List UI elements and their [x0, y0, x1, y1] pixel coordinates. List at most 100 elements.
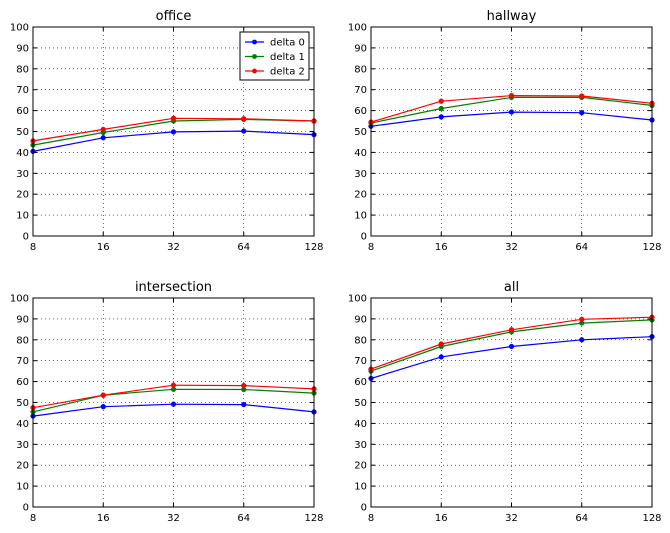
y-tick-label: 80: [354, 335, 367, 346]
data-point: [438, 354, 444, 360]
subplot-title: office: [156, 9, 192, 24]
data-point: [579, 110, 585, 116]
x-tick-label: 128: [642, 242, 661, 253]
y-tick-label: 40: [16, 419, 29, 430]
legend-label: delta 2: [270, 67, 305, 78]
y-tick-label: 0: [361, 232, 367, 243]
data-point: [579, 316, 585, 322]
y-tick-label: 0: [23, 232, 29, 243]
data-point: [170, 129, 177, 135]
data-point: [438, 105, 444, 112]
x-tick-label: 64: [237, 242, 250, 253]
y-tick-label: 50: [354, 127, 367, 138]
x-tick-label: 8: [368, 513, 374, 524]
legend: delta 0 delta 1 delta 2: [239, 31, 310, 81]
subplot-title: intersection: [135, 280, 212, 295]
data-point: [241, 401, 247, 408]
y-tick-label: 40: [354, 419, 367, 430]
y-tick-label: 10: [354, 482, 367, 493]
x-tick-label: 8: [30, 242, 36, 253]
subplot-all: 0 10 20 30 40 50 60 70 80 90 100 8 16 32 64 128 all: [348, 280, 662, 524]
subplot-title: hallway: [487, 9, 537, 24]
x-tick-label: 128: [642, 513, 661, 524]
y-tick-label: 0: [23, 503, 29, 514]
subplot-hallway: 0 10 20 30 40 50 60 70 80 90 100 8 16 32 64 128 hallway: [348, 9, 662, 253]
legend-marker: [252, 39, 257, 45]
y-tick-label: 70: [16, 356, 29, 367]
x-tick-label: 32: [167, 513, 180, 524]
data-point: [508, 343, 515, 350]
x-tick-label: 8: [368, 242, 374, 253]
y-tick-label: 90: [16, 314, 29, 325]
y-tick-label: 40: [16, 148, 29, 159]
legend-label: delta 1: [270, 52, 305, 63]
data-point: [100, 392, 106, 398]
data-point: [438, 341, 444, 347]
y-tick-label: 30: [16, 169, 29, 180]
data-point: [579, 337, 585, 343]
x-tick-label: 64: [237, 513, 250, 524]
x-tick-label: 32: [505, 513, 518, 524]
legend-marker: [252, 54, 257, 59]
data-point: [508, 327, 515, 333]
y-tick-label: 80: [354, 64, 367, 75]
x-tick-label: 32: [167, 242, 180, 253]
y-tick-label: 10: [354, 211, 367, 222]
x-tick-label: 16: [97, 513, 110, 524]
data-point: [508, 109, 515, 115]
x-tick-label: 64: [575, 242, 588, 253]
y-tick-label: 20: [354, 190, 367, 201]
data-point: [170, 382, 177, 388]
x-tick-label: 8: [30, 513, 36, 524]
y-tick-label: 60: [16, 106, 29, 117]
y-tick-label: 60: [354, 106, 367, 117]
y-tick-label: 10: [16, 211, 29, 222]
x-tick-label: 16: [435, 242, 448, 253]
y-tick-label: 100: [10, 23, 29, 34]
y-tick-label: 30: [354, 169, 367, 180]
y-tick-label: 70: [354, 356, 367, 367]
y-tick-label: 20: [16, 461, 29, 472]
x-tick-label: 128: [304, 513, 323, 524]
legend-label: delta 0: [270, 38, 305, 49]
data-point: [241, 382, 247, 389]
x-tick-label: 64: [575, 513, 588, 524]
x-tick-label: 16: [435, 513, 448, 524]
subplot-intersection: 0 10 20 30 40 50 60 70 80 90 100 8 16 32 64 128 intersec…: [10, 280, 324, 524]
y-tick-label: 100: [10, 294, 29, 305]
x-tick-label: 32: [505, 242, 518, 253]
subplot-title: all: [504, 280, 519, 295]
data-point: [241, 128, 247, 134]
data-point: [438, 98, 444, 104]
data-point: [579, 93, 585, 99]
y-tick-label: 80: [16, 64, 29, 75]
y-tick-label: 0: [361, 503, 367, 514]
y-tick-label: 10: [16, 482, 29, 493]
y-tick-label: 30: [16, 440, 29, 451]
y-tick-label: 50: [354, 398, 367, 409]
series-line-delta-2: [370, 316, 653, 370]
y-tick-label: 70: [354, 85, 367, 96]
y-tick-label: 50: [16, 127, 29, 138]
data-point: [241, 116, 247, 122]
y-tick-label: 90: [354, 43, 367, 54]
y-tick-label: 20: [354, 461, 367, 472]
y-tick-label: 30: [354, 440, 367, 451]
legend-marker: [252, 68, 257, 74]
y-tick-label: 20: [16, 190, 29, 201]
data-point: [170, 115, 177, 121]
y-tick-label: 40: [354, 148, 367, 159]
y-tick-label: 70: [16, 85, 29, 96]
y-tick-label: 90: [354, 314, 367, 325]
y-tick-label: 100: [348, 23, 367, 34]
y-tick-label: 50: [16, 398, 29, 409]
data-point: [170, 401, 177, 407]
x-tick-label: 16: [97, 242, 110, 253]
data-point: [438, 114, 444, 120]
data-point: [100, 126, 106, 133]
data-point: [508, 92, 515, 99]
y-tick-label: 90: [16, 43, 29, 54]
data-point: [100, 135, 106, 141]
y-tick-label: 60: [16, 377, 29, 388]
